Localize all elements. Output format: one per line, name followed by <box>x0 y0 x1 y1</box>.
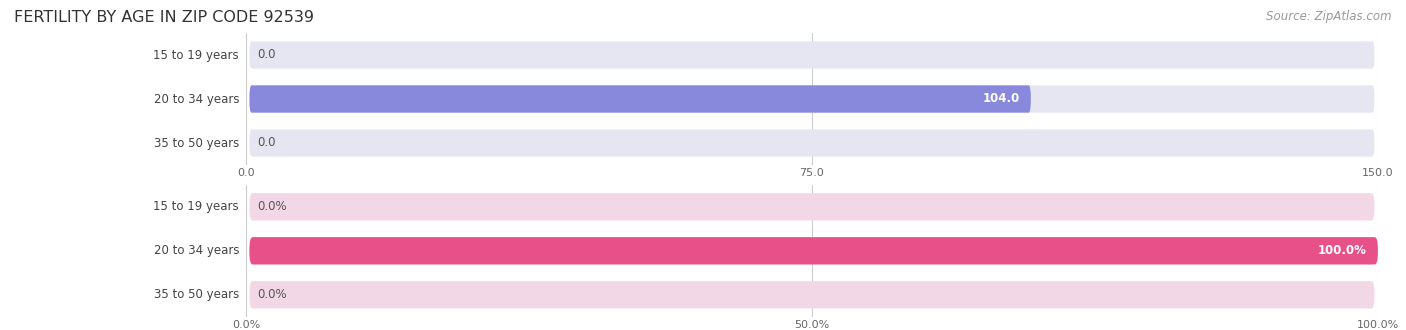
Text: 0.0%: 0.0% <box>257 288 287 301</box>
FancyBboxPatch shape <box>249 193 1375 220</box>
Text: 35 to 50 years: 35 to 50 years <box>153 288 239 301</box>
Text: FERTILITY BY AGE IN ZIP CODE 92539: FERTILITY BY AGE IN ZIP CODE 92539 <box>14 10 314 25</box>
Text: 0.0: 0.0 <box>257 137 276 149</box>
Text: 35 to 50 years: 35 to 50 years <box>153 137 239 149</box>
Text: 20 to 34 years: 20 to 34 years <box>153 244 239 257</box>
FancyBboxPatch shape <box>249 41 1375 69</box>
Text: 15 to 19 years: 15 to 19 years <box>153 49 239 61</box>
FancyBboxPatch shape <box>249 85 1031 113</box>
FancyBboxPatch shape <box>249 281 1375 309</box>
Text: 100.0%: 100.0% <box>1317 244 1367 257</box>
Text: 104.0: 104.0 <box>983 92 1019 106</box>
Text: 20 to 34 years: 20 to 34 years <box>153 92 239 106</box>
FancyBboxPatch shape <box>249 237 1375 264</box>
FancyBboxPatch shape <box>249 85 1375 113</box>
Text: 15 to 19 years: 15 to 19 years <box>153 200 239 213</box>
FancyBboxPatch shape <box>249 237 1378 264</box>
Text: 0.0: 0.0 <box>257 49 276 61</box>
Text: Source: ZipAtlas.com: Source: ZipAtlas.com <box>1267 10 1392 23</box>
FancyBboxPatch shape <box>249 129 1375 157</box>
Text: 0.0%: 0.0% <box>257 200 287 213</box>
